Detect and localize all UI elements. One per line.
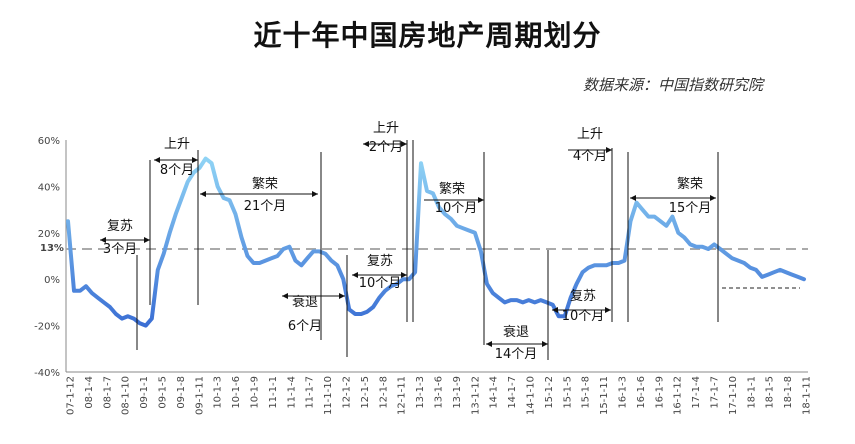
x-tick-label: 16-1-6 <box>636 376 647 409</box>
annotation-duration: 10个月 <box>359 276 402 291</box>
x-tick-label: 09-1-5 <box>158 376 169 409</box>
x-tick-label: 13-1-12 <box>470 376 481 415</box>
x-tick-label: 12-1-11 <box>397 376 408 415</box>
x-tick-label: 12-1-2 <box>342 376 353 409</box>
x-tick-label: 13-1-9 <box>452 376 463 409</box>
arrow-head-right <box>192 157 198 163</box>
arrow-head-right <box>144 237 150 243</box>
annotation-duration: 14个月 <box>495 347 538 362</box>
y-tick-label: 0% <box>44 275 60 286</box>
arrow-head-right <box>605 307 611 313</box>
annotation-label: 繁荣 <box>439 181 465 197</box>
y-tick-label: 40% <box>38 182 60 193</box>
arrow-head-right <box>710 195 716 201</box>
y-tick-label: 20% <box>38 229 60 240</box>
annotation-label: 上升 <box>577 127 603 142</box>
x-tick-label: 10-1-6 <box>231 376 242 409</box>
arrow-head-right <box>312 191 318 197</box>
arrow-head-right <box>339 293 345 299</box>
x-tick-label: 10-1-9 <box>250 376 261 409</box>
annotation-label: 衰退 <box>503 324 529 340</box>
x-tick-label: 17-1-10 <box>728 376 739 415</box>
x-tick-label: 14-1-10 <box>526 376 537 415</box>
arrow-head-left <box>100 237 106 243</box>
x-tick-label: 14-1-4 <box>489 376 500 409</box>
arrow-head-left <box>552 307 558 313</box>
annotation-label: 繁荣 <box>677 176 703 192</box>
arrow-head-left <box>200 191 206 197</box>
x-tick-label: 15-1-8 <box>581 376 592 409</box>
x-tick-label: 15-1-11 <box>599 376 610 415</box>
x-tick-label: 18-1-11 <box>802 376 813 415</box>
arrow-head-left <box>352 272 358 278</box>
y-tick-label: 60% <box>38 136 60 147</box>
x-tick-label: 18-1-1 <box>746 376 757 409</box>
x-tick-label: 15-1-2 <box>544 376 555 409</box>
x-tick-label: 11-1-10 <box>323 376 334 415</box>
annotation-duration: 21个月 <box>244 199 287 214</box>
x-tick-label: 09-1-1 <box>139 376 150 409</box>
x-tick-label: 13-1-6 <box>434 376 445 409</box>
x-tick-label: 09-1-11 <box>194 376 205 415</box>
annotation-duration: 3个月 <box>103 242 137 257</box>
x-tick-label: 13-1-3 <box>415 376 426 409</box>
x-tick-label: 18-1-5 <box>765 376 776 409</box>
x-tick-label: 16-1-9 <box>654 376 665 409</box>
arrow-head-left <box>154 157 160 163</box>
arrow-head-right <box>606 147 612 153</box>
x-tick-label: 11-1-7 <box>305 376 316 409</box>
x-tick-label: 14-1-7 <box>507 376 518 409</box>
arrow-head-left <box>630 195 636 201</box>
x-tick-label: 12-1-5 <box>360 376 371 409</box>
annotation-label: 上升 <box>373 121 399 136</box>
y-tick-label: -40% <box>34 368 60 379</box>
chart-title: 近十年中国房地产周期划分 <box>253 19 602 52</box>
arrow-head-left <box>282 293 288 299</box>
annotation-label: 复苏 <box>570 288 596 304</box>
x-tick-label: 12-1-8 <box>378 376 389 409</box>
arrow-head-right <box>478 197 484 203</box>
data-source: 数据来源：中国指数研究院 <box>582 76 763 94</box>
annotation-duration: 8个月 <box>160 163 194 178</box>
annotation-label: 上升 <box>164 137 190 152</box>
x-tick-label: 08-1-7 <box>102 376 113 409</box>
arrow-head-left <box>363 141 369 147</box>
x-tick-label: 16-1-3 <box>618 376 629 409</box>
annotation-label: 繁荣 <box>252 176 278 192</box>
x-tick-label: 11-1-4 <box>286 376 297 409</box>
arrow-head-right <box>542 341 548 347</box>
annotation-duration: 2个月 <box>369 140 403 155</box>
annotation-duration: 10个月 <box>435 201 478 216</box>
x-tick-label: 17-1-7 <box>710 376 721 409</box>
annotation-duration: 10个月 <box>562 309 605 324</box>
x-tick-label: 16-1-12 <box>673 376 684 415</box>
arrow-head-right <box>401 272 407 278</box>
annotation-duration: 4个月 <box>573 149 607 164</box>
annotation-label: 复苏 <box>367 253 393 269</box>
x-tick-label: 09-1-8 <box>176 376 187 409</box>
x-tick-label: 11-1-1 <box>268 376 279 409</box>
arrow-head-left <box>486 341 492 347</box>
annotation-label: 复苏 <box>107 218 133 234</box>
x-tick-label: 15-1-5 <box>562 376 573 409</box>
annotation-label: 衰退 <box>292 294 318 310</box>
annotation-duration: 15个月 <box>669 201 712 216</box>
reference-line-label: 13% <box>40 243 64 254</box>
annotation-duration: 6个月 <box>288 319 322 334</box>
x-tick-label: 10-1-3 <box>213 376 224 409</box>
x-tick-label: 07-1-12 <box>66 376 77 415</box>
arrow-head-right <box>401 141 407 147</box>
x-tick-label: 18-1-8 <box>783 376 794 409</box>
x-tick-label: 08-1-4 <box>84 376 95 409</box>
x-tick-label: 17-1-4 <box>691 376 702 409</box>
x-tick-label: 08-1-10 <box>121 376 132 415</box>
y-tick-label: -20% <box>34 322 60 333</box>
